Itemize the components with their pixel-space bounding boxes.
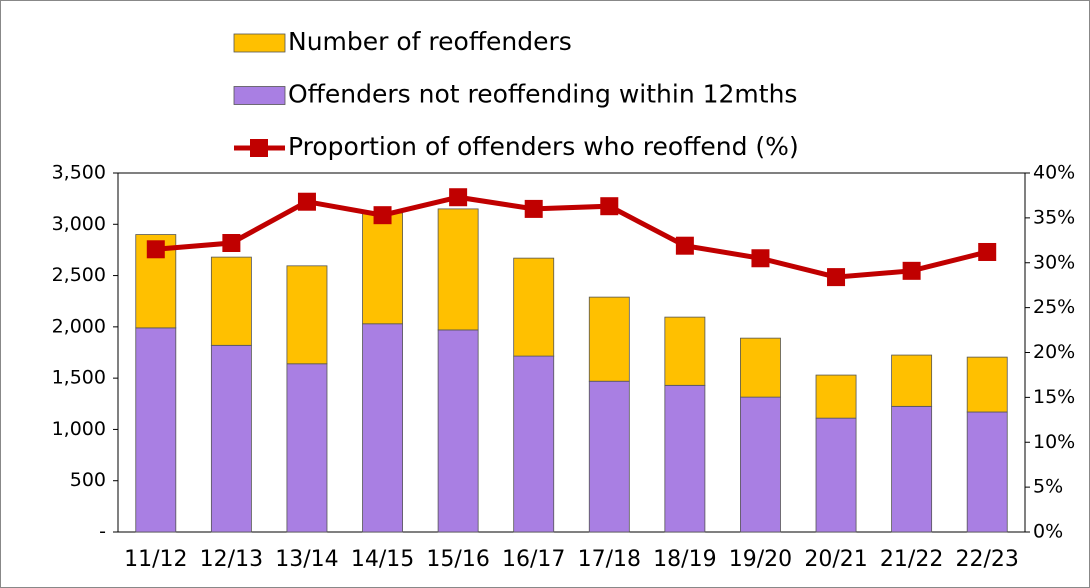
x-tick-label: 14/15 xyxy=(351,547,414,572)
line-marker xyxy=(373,206,392,225)
x-tick-label: 12/13 xyxy=(200,547,263,572)
line-marker xyxy=(827,268,846,287)
bar xyxy=(966,411,1008,533)
bar xyxy=(210,344,252,533)
line-marker xyxy=(902,261,921,280)
bar xyxy=(966,356,1008,413)
x-tick-label: 21/22 xyxy=(880,547,943,572)
bar xyxy=(891,354,933,407)
y-tick-label: - xyxy=(99,521,106,543)
y2-tick-label: 0% xyxy=(1033,521,1063,543)
bar xyxy=(664,316,706,386)
y2-tick-label: 25% xyxy=(1033,296,1075,318)
x-tick-label: 11/12 xyxy=(124,547,187,572)
y-tick-label: 3,000 xyxy=(52,213,106,235)
x-tick-label: 17/18 xyxy=(578,547,641,572)
bar xyxy=(815,374,857,419)
bar xyxy=(891,405,933,533)
x-tick-label: 16/17 xyxy=(502,547,565,572)
line xyxy=(155,194,988,280)
y-tick-label: 1,500 xyxy=(52,367,106,389)
bar xyxy=(362,212,403,325)
y2-tick-label: 35% xyxy=(1033,206,1075,228)
line-marker xyxy=(675,236,694,255)
x-tick-label: 18/19 xyxy=(653,547,716,572)
y2-tick-label: 15% xyxy=(1033,386,1075,408)
bar xyxy=(588,296,630,382)
y-tick-label: 3,500 xyxy=(52,162,106,184)
bar xyxy=(513,257,555,357)
y2-tick-label: 40% xyxy=(1033,162,1075,184)
bar xyxy=(286,265,328,365)
line-marker xyxy=(978,242,997,261)
legend-label: Number of reoffenders xyxy=(288,27,572,56)
line-marker xyxy=(524,199,543,218)
y-tick-label: 1,000 xyxy=(52,418,106,440)
bar xyxy=(210,256,252,346)
y2-tick-label: 20% xyxy=(1033,341,1075,363)
bar xyxy=(513,355,555,533)
bar xyxy=(740,337,781,398)
line-marker xyxy=(600,197,619,216)
bar xyxy=(437,208,479,331)
x-tick-label: 13/14 xyxy=(275,547,338,572)
bar xyxy=(588,380,630,533)
legend-label: Proportion of offenders who reoffend (%) xyxy=(288,132,799,161)
legend-swatch xyxy=(250,139,268,157)
x-tick-label: 15/16 xyxy=(426,547,489,572)
y2-tick-label: 30% xyxy=(1033,251,1075,273)
legend-swatch xyxy=(233,86,286,105)
line-marker xyxy=(222,234,241,253)
x-tick-label: 19/20 xyxy=(729,547,792,572)
y2-tick-label: 10% xyxy=(1033,431,1075,453)
bar xyxy=(437,329,479,533)
bar xyxy=(362,323,403,533)
y-tick-label: 2,000 xyxy=(52,315,106,337)
bar xyxy=(664,384,706,533)
line-marker xyxy=(449,188,468,207)
legend-swatch xyxy=(233,33,286,53)
y-tick-label: 500 xyxy=(70,469,106,491)
line-marker xyxy=(297,192,316,211)
bar xyxy=(815,417,857,533)
legend-label: Offenders not reoffending within 12mths xyxy=(288,80,797,109)
line-marker xyxy=(751,249,770,268)
x-tick-label: 20/21 xyxy=(804,547,867,572)
y2-tick-label: 5% xyxy=(1033,476,1063,498)
x-tick-label: 22/23 xyxy=(956,547,1019,572)
line-marker xyxy=(146,240,165,259)
y-tick-label: 2,500 xyxy=(52,264,106,286)
bar xyxy=(286,363,328,533)
bar xyxy=(740,396,781,533)
bar xyxy=(135,327,177,533)
